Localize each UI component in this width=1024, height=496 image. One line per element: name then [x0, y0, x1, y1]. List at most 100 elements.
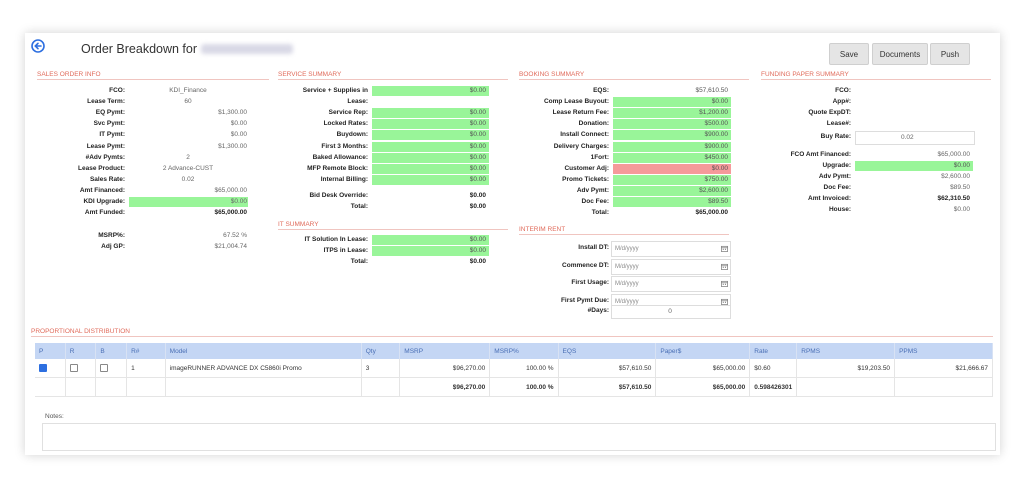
column-header[interactable]: R [65, 343, 97, 359]
booking-label: 1Fort: [590, 153, 609, 161]
funding-label: FCO: [835, 87, 851, 94]
booking-input[interactable] [613, 152, 731, 163]
sales-value: 60 [184, 98, 192, 106]
column-header[interactable]: B [95, 343, 128, 359]
column-header[interactable]: Paper$ [655, 343, 751, 359]
column-header[interactable]: Model [165, 343, 362, 359]
column-header[interactable]: MSRP [399, 343, 491, 359]
service-input[interactable] [372, 108, 489, 119]
booking-value: $750.00 [704, 175, 729, 183]
funding-label: Amt Invoiced: [808, 194, 851, 202]
adjgp-label: Adj GP: [101, 243, 125, 250]
funding-value: $2,600.00 [941, 172, 970, 180]
date-input[interactable]: M/d/yyyy [611, 276, 731, 292]
service-input[interactable] [372, 119, 489, 130]
it-value: $0.00 [469, 236, 486, 243]
service-label: First 3 Months: [321, 142, 368, 150]
row-number: 1 [126, 359, 166, 378]
calendar-icon[interactable] [721, 280, 728, 287]
rate-cell: $0.60 [749, 359, 798, 378]
service-input[interactable] [372, 141, 489, 152]
service-input[interactable] [372, 86, 489, 96]
service-summary-title: SERVICE SUMMARY [278, 71, 342, 78]
sales-value: $0.00 [230, 120, 247, 128]
booking-label: Adv Pymt: [576, 186, 609, 194]
proportional-title: PROPORTIONAL DISTRIBUTION [31, 328, 130, 335]
column-header[interactable]: PPMS [894, 343, 993, 359]
date-input[interactable]: M/d/yyyy [611, 258, 731, 275]
service-value: $0.00 [469, 164, 486, 172]
column-header[interactable]: Qty [361, 343, 401, 359]
funding-value: $89.50 [950, 183, 970, 191]
date-placeholder: M/d/yyyy [615, 246, 639, 252]
booking-input[interactable] [613, 141, 731, 152]
date-placeholder: M/d/yyyy [615, 263, 639, 270]
rate-total: 0.598426301 [749, 377, 798, 397]
booking-input[interactable] [613, 185, 731, 196]
table-row[interactable]: 1 imageRUNNER ADVANCE DX C5860i Promo 3 … [35, 359, 993, 378]
booking-label: EQS: [593, 87, 609, 94]
p-checkbox[interactable] [39, 364, 47, 372]
r-checkbox[interactable] [69, 364, 78, 372]
ppms-cell: $21,666.67 [894, 359, 993, 378]
column-header[interactable]: EQS [558, 343, 657, 359]
date-input[interactable]: M/d/yyyy [611, 241, 731, 257]
booking-input[interactable] [613, 97, 731, 108]
model-cell: imageRUNNER ADVANCE DX C5860i Promo [165, 359, 362, 378]
funding-label: Upgrade: [822, 161, 851, 169]
it-label: ITPS in Lease: [323, 247, 368, 255]
kdi-upgrade-input[interactable] [129, 197, 248, 207]
documents-button[interactable]: Documents [872, 43, 928, 65]
funding-label: Lease#: [826, 120, 851, 128]
push-button[interactable]: Push [930, 43, 970, 65]
buy-rate-input[interactable] [855, 131, 975, 146]
msrp-pct-cell: 100.00 % [489, 359, 559, 378]
service-input[interactable] [372, 152, 489, 163]
sales-value: $1,300.00 [218, 142, 247, 150]
service-label: Service + Supplies in [302, 87, 368, 94]
it-input[interactable] [372, 246, 489, 257]
booking-label: Doc Fee: [581, 198, 609, 205]
customer-adj-input[interactable] [613, 163, 731, 174]
service-total-label: Total: [350, 203, 368, 210]
funding-value: $62,310.50 [937, 194, 970, 202]
funding-value: $0.00 [953, 206, 970, 213]
service-label: Buydown: [336, 131, 368, 139]
service-label: Locked Rates: [323, 120, 368, 128]
calendar-icon[interactable] [721, 263, 728, 270]
booking-value: $900.00 [704, 131, 729, 139]
save-button[interactable]: Save [829, 43, 869, 65]
booking-input[interactable] [613, 174, 731, 185]
paper-cell: $65,000.00 [655, 359, 751, 378]
msrp-cell: $96,270.00 [399, 359, 491, 378]
column-header[interactable]: MSRP% [489, 343, 559, 359]
funding-summary-title: FUNDING PAPER SUMMARY [761, 71, 849, 78]
service-input[interactable] [372, 130, 489, 141]
funding-label: Doc Fee: [823, 183, 851, 191]
it-value: $0.00 [469, 247, 486, 255]
booking-input[interactable] [613, 119, 731, 130]
column-header[interactable]: RPMS [796, 343, 896, 359]
sales-label: Lease Term: [87, 98, 125, 106]
calendar-icon[interactable] [721, 298, 728, 305]
service-input[interactable] [372, 174, 489, 185]
booking-value: $89.50 [708, 198, 728, 205]
service-input[interactable] [372, 163, 489, 174]
b-checkbox[interactable] [100, 364, 109, 372]
eqs-total: $57,610.50 [558, 377, 657, 397]
msrp-label: MSRP%: [98, 232, 125, 239]
it-input[interactable] [372, 235, 489, 245]
column-header[interactable]: R# [126, 343, 166, 359]
column-header[interactable]: P [35, 343, 66, 359]
calendar-icon[interactable] [721, 245, 728, 252]
funding-upgrade-input[interactable] [855, 160, 973, 171]
funding-value: $0.00 [953, 161, 970, 169]
booking-input[interactable] [613, 130, 731, 141]
back-arrow-icon[interactable] [31, 39, 45, 53]
interim-label: First Usage: [571, 279, 609, 286]
column-header[interactable]: Rate [749, 343, 798, 359]
service-total-value: $0.00 [469, 203, 486, 210]
notes-textarea[interactable] [42, 423, 996, 451]
booking-input[interactable] [613, 108, 731, 119]
booking-input[interactable] [613, 197, 731, 207]
